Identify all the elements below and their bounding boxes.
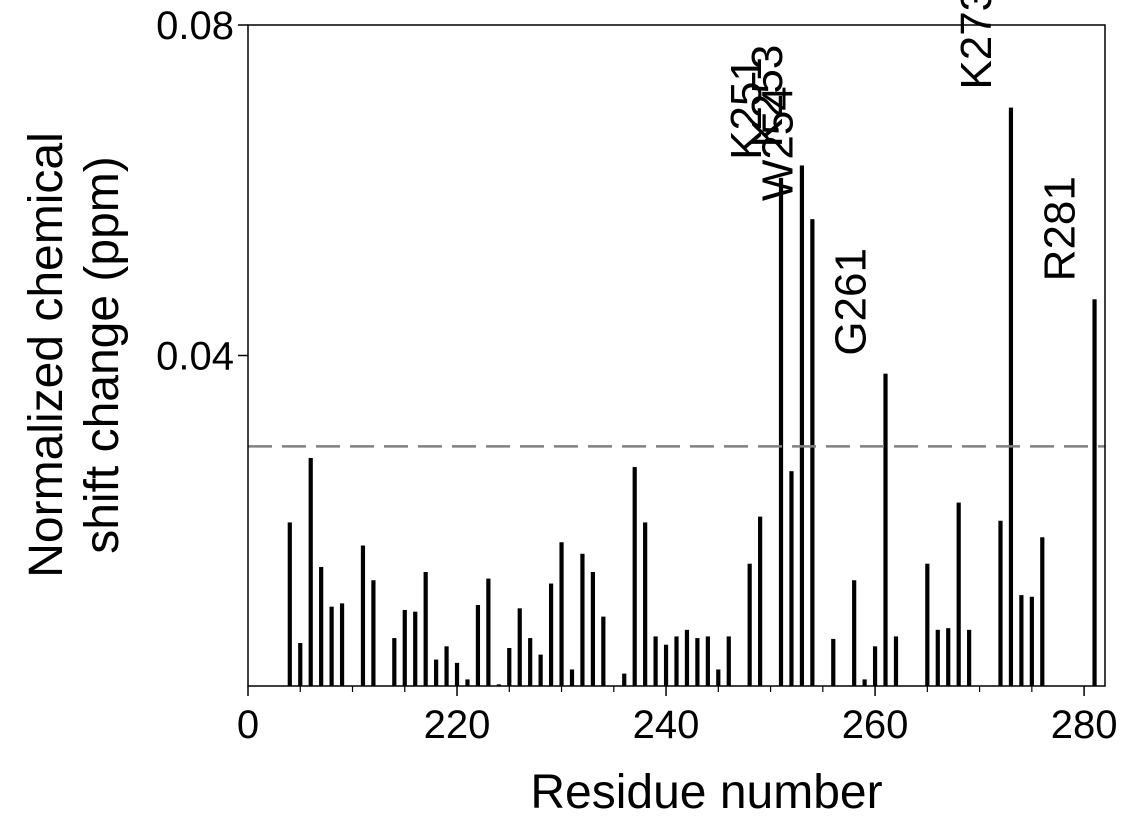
bar-residue-208 — [329, 606, 334, 686]
bar-residue-217 — [423, 571, 428, 686]
x-axis-title: Residue number — [530, 766, 882, 813]
x-tick-label-260: 260 — [842, 703, 909, 747]
axes-group — [238, 24, 1106, 696]
bar-residue-225 — [507, 647, 512, 686]
bar-residue-258 — [852, 580, 857, 686]
bar-residue-212 — [371, 580, 376, 686]
bar-residue-251 — [778, 177, 784, 687]
peak-label-k253: K253 — [743, 45, 792, 148]
bar-residue-214 — [392, 638, 397, 686]
bar-residue-238 — [643, 522, 648, 686]
bar-residue-221 — [465, 679, 470, 686]
bar-residue-226 — [517, 608, 522, 686]
bar-residue-248 — [747, 563, 752, 686]
bar-residue-222 — [475, 605, 481, 686]
peak-label-k273: K273 — [952, 0, 1001, 90]
bar-residue-281 — [1092, 299, 1097, 686]
bar-residue-273 — [1008, 107, 1014, 687]
bar-residue-276 — [1040, 537, 1045, 686]
bar-residue-239 — [653, 636, 658, 686]
x-tick-label-240: 240 — [633, 703, 700, 747]
bar-residue-241 — [674, 636, 679, 686]
bar-residue-216 — [413, 611, 418, 686]
bars-group — [287, 107, 1097, 687]
bar-residue-249 — [758, 516, 763, 686]
bar-residue-268 — [956, 502, 961, 686]
bar-residue-240 — [663, 644, 669, 686]
bar-residue-220 — [454, 662, 460, 686]
x-tick-label-280: 280 — [1051, 703, 1118, 747]
bar-residue-244 — [705, 636, 710, 686]
bar-residue-218 — [434, 659, 439, 686]
bar-residue-236 — [622, 673, 627, 686]
bar-residue-266 — [935, 629, 940, 686]
x-tick-label-200: 0 — [237, 703, 259, 747]
bar-residue-237 — [632, 467, 637, 686]
bar-residue-211 — [360, 545, 366, 686]
y-axis-title-line-2: shift change (ppm) — [76, 156, 129, 554]
peak-label-k251: K251 — [722, 57, 771, 160]
bar-residue-267 — [946, 628, 951, 686]
bar-residue-227 — [528, 638, 533, 686]
x-tick-label-220: 220 — [424, 703, 491, 747]
bar-residue-252 — [789, 471, 794, 686]
bar-residue-204 — [287, 522, 292, 686]
bar-residue-231 — [569, 669, 575, 686]
y-tick-label-0.04: 0.04 — [156, 335, 234, 379]
bar-residue-209 — [339, 603, 345, 687]
bar-residue-207 — [319, 567, 324, 686]
bar-residue-265 — [925, 563, 930, 686]
bar-residue-269 — [967, 629, 972, 686]
bar-residue-224 — [496, 684, 501, 686]
plot-frame — [247, 24, 1106, 687]
y-axis-title-line-1: Normalized chemical — [20, 132, 73, 577]
bar-residue-233 — [590, 571, 595, 686]
peak-label-g261: G261 — [827, 248, 876, 356]
bar-residue-261 — [883, 373, 888, 686]
bar-residue-245 — [716, 669, 721, 686]
bar-residue-254 — [810, 219, 815, 687]
bar-residue-219 — [444, 646, 449, 686]
labels-group: 0 220 240 260 280 0.04 0.08 Residue number Norma… — [20, 4, 1118, 818]
bar-residue-223 — [486, 578, 491, 686]
bar-residue-215 — [402, 609, 407, 686]
bar-residue-242 — [684, 629, 690, 686]
bar-residue-246 — [726, 636, 731, 686]
bar-residue-275 — [1029, 596, 1034, 686]
bar-residue-230 — [559, 542, 564, 686]
y-tick-label-0.08: 0.08 — [156, 4, 234, 48]
bar-residue-259 — [862, 679, 867, 686]
bar-residue-234 — [601, 616, 606, 686]
bar-residue-205 — [298, 643, 303, 686]
bar-residue-243 — [695, 638, 700, 686]
bar-residue-272 — [998, 520, 1003, 686]
peak-label-w254: W254 — [753, 86, 802, 201]
peak-label-r281: R281 — [1036, 176, 1085, 281]
bar-residue-228 — [538, 654, 543, 686]
bar-residue-256 — [831, 638, 836, 686]
bar-residue-206 — [308, 457, 313, 686]
bar-residue-232 — [580, 553, 585, 686]
bar-residue-229 — [548, 583, 554, 686]
bar-residue-253 — [799, 165, 805, 686]
bar-residue-260 — [872, 646, 878, 686]
bar-residue-262 — [893, 636, 899, 686]
bar-residue-274 — [1019, 595, 1024, 686]
